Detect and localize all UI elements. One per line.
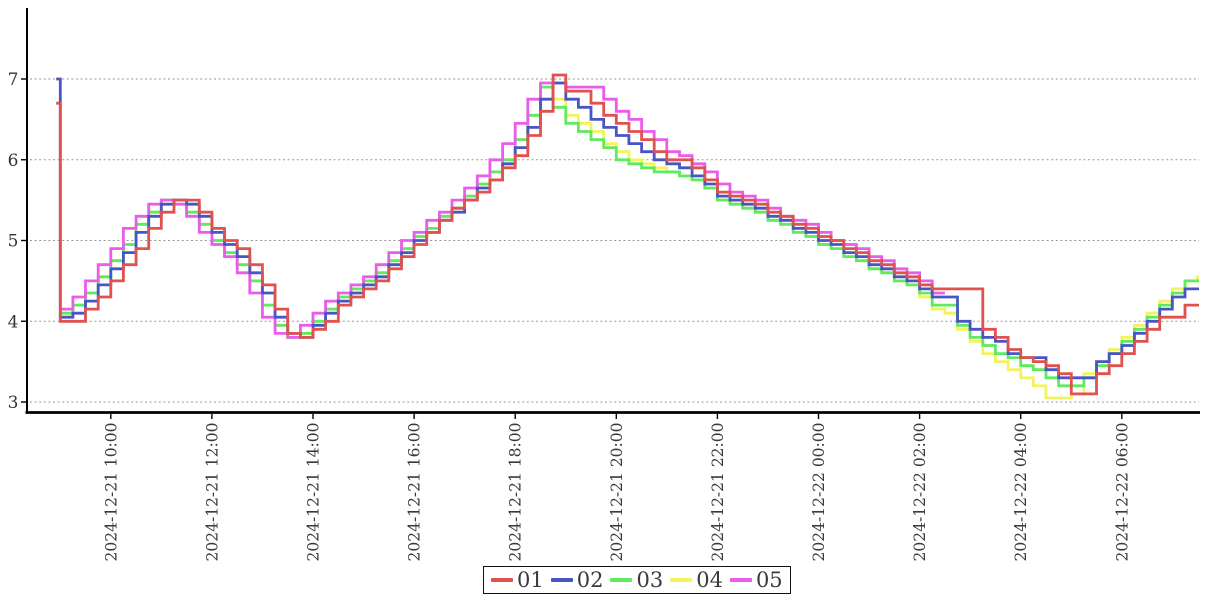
y-axis-label-4: 4: [8, 312, 19, 332]
x-axis-label-6: 2024-12-21 22:00: [709, 423, 727, 562]
legend-item-04: 04: [670, 567, 723, 592]
y-axis-label-5: 5: [8, 232, 19, 252]
y-axis-label-7: 7: [8, 70, 19, 90]
x-axis-label-8: 2024-12-22 02:00: [911, 423, 929, 562]
x-axis-label-4: 2024-12-21 18:00: [507, 423, 525, 562]
legend-item-01: 01: [491, 567, 544, 592]
x-axis-label-9: 2024-12-22 04:00: [1012, 423, 1030, 562]
legend-label-05: 05: [755, 567, 783, 592]
x-axis-label-0: 2024-12-21 10:00: [102, 423, 120, 562]
x-axis-label-7: 2024-12-22 00:00: [810, 423, 828, 562]
legend-label-03: 03: [636, 567, 664, 592]
legend-swatch-04: [670, 578, 693, 582]
series-04-line: [60, 85, 1199, 400]
legend-swatch-01: [491, 578, 513, 582]
series-03-line: [60, 85, 1199, 388]
chart-legend: 01 02 03 04 05: [483, 566, 791, 594]
y-axis-label-3: 3: [8, 393, 19, 413]
series-05-line: [60, 81, 945, 339]
y-axis-label-6: 6: [8, 151, 19, 171]
x-axis-label-5: 2024-12-21 20:00: [608, 423, 626, 562]
legend-swatch-05: [729, 578, 752, 582]
x-axis-label-1: 2024-12-21 12:00: [203, 423, 221, 562]
legend-item-05: 05: [729, 567, 783, 592]
legend-swatch-03: [610, 578, 633, 582]
legend-swatch-02: [550, 578, 573, 582]
legend-item-03: 03: [610, 567, 664, 592]
legend-item-02: 02: [550, 567, 604, 592]
x-axis-label-2: 2024-12-21 14:00: [305, 423, 323, 562]
series-01-line: [56, 73, 1199, 396]
legend-label-01: 01: [517, 567, 544, 592]
legend-label-04: 04: [696, 567, 723, 592]
x-axis-label-10: 2024-12-22 06:00: [1113, 423, 1131, 562]
x-axis-label-3: 2024-12-21 16:00: [406, 422, 424, 561]
legend-label-02: 02: [576, 567, 604, 592]
